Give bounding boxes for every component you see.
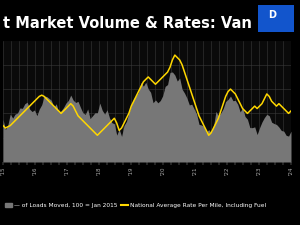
Text: t Market Volume & Rates: Van: t Market Volume & Rates: Van	[3, 16, 252, 31]
Text: D: D	[268, 10, 276, 20]
Legend: — of Loads Moved, 100 = Jan 2015, National Average Rate Per Mile, Including Fuel: — of Loads Moved, 100 = Jan 2015, Nation…	[3, 200, 268, 210]
